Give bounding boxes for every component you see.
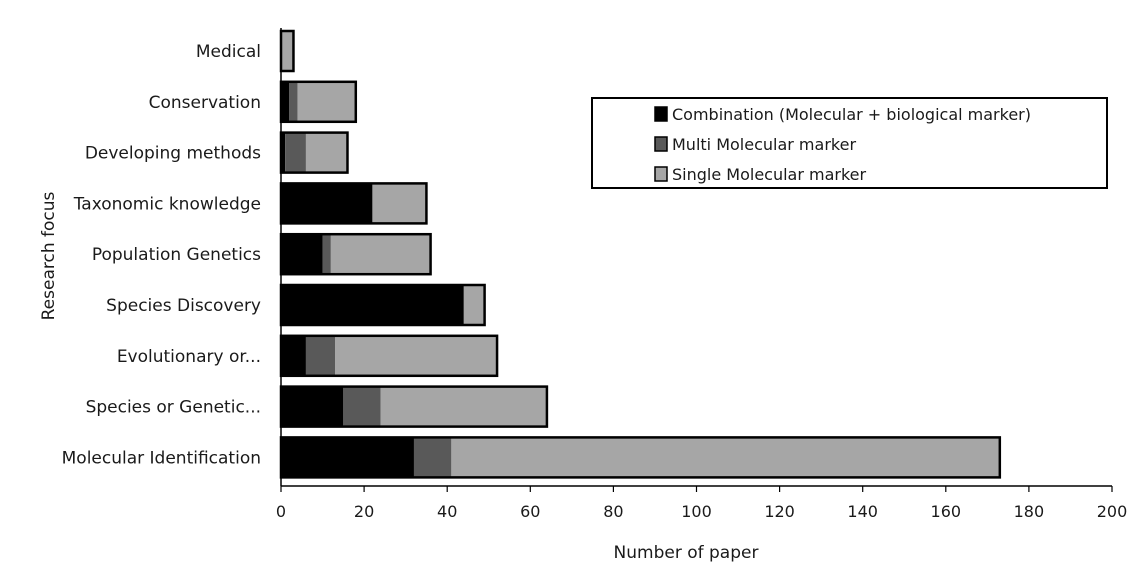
bar-row <box>279 283 486 327</box>
x-axis: 0 20 40 60 80 100 120 140 160 180 200 <box>276 485 1128 521</box>
category-labels: Medical Conservation Developing methods Tax… <box>62 42 262 468</box>
x-tick-label: 40 <box>437 502 457 521</box>
bar-row <box>279 334 499 378</box>
category-label: Species or Genetic... <box>86 398 261 418</box>
bar-segment <box>281 183 373 224</box>
bar-row <box>279 436 1002 479</box>
legend-swatch <box>654 136 668 152</box>
x-tick-label: 80 <box>603 502 623 521</box>
bar-segment <box>330 234 431 275</box>
category-label: Conservation <box>149 93 261 113</box>
bar-row <box>279 131 349 174</box>
bar-segment <box>343 386 381 427</box>
bar-segment <box>413 437 452 478</box>
bar-segment <box>372 183 427 224</box>
x-axis-title: Number of paper <box>614 543 759 563</box>
x-tick-label: 140 <box>847 502 878 521</box>
x-tick-label: 160 <box>931 502 962 521</box>
bar-row <box>279 182 428 225</box>
category-label: Molecular Identification <box>62 448 261 468</box>
category-label: Population Genetics <box>92 245 261 265</box>
legend-swatch <box>654 166 668 182</box>
bar-segment <box>281 386 344 427</box>
bars-group <box>279 29 1002 479</box>
category-label: Evolutionary or... <box>117 347 261 367</box>
bar-row <box>279 29 295 73</box>
bar-segment <box>305 132 348 173</box>
bar-segment <box>281 285 464 325</box>
bar-segment <box>281 31 294 71</box>
legend: Combination (Molecular + biological mark… <box>591 97 1108 189</box>
y-axis-title: Research focus <box>39 191 59 320</box>
x-tick-label: 200 <box>1097 502 1128 521</box>
bar-segment <box>281 81 290 122</box>
bar-segment <box>463 285 485 325</box>
bar-segment <box>281 335 306 376</box>
x-tick-label: 0 <box>276 502 286 521</box>
legend-swatch <box>654 106 668 122</box>
category-label: Developing methods <box>85 144 261 164</box>
category-label: Taxonomic knowledge <box>73 194 261 214</box>
x-tick-label: 120 <box>764 502 795 521</box>
category-label: Medical <box>196 42 261 62</box>
x-tick-label: 100 <box>681 502 712 521</box>
x-tick-label: 20 <box>354 502 374 521</box>
category-label: Species Discovery <box>106 296 261 316</box>
legend-label: Multi Molecular marker <box>672 135 856 154</box>
x-tick-label: 60 <box>520 502 540 521</box>
legend-label: Single Molecular marker <box>672 165 867 184</box>
bar-segment <box>281 132 286 173</box>
bar-segment <box>297 81 356 122</box>
bar-segment <box>281 437 414 478</box>
bar-segment <box>335 335 498 376</box>
bar-segment <box>285 132 306 173</box>
bar-segment <box>322 234 331 275</box>
bar-row <box>279 80 358 124</box>
bar-segment <box>281 234 323 275</box>
x-tick-label: 180 <box>1014 502 1045 521</box>
legend-label: Combination (Molecular + biological mark… <box>672 105 1031 124</box>
bar-segment <box>451 437 1000 478</box>
bar-segment <box>305 335 336 376</box>
bar-row <box>279 385 549 428</box>
bar-segment <box>289 81 298 122</box>
bar-segment <box>380 386 547 427</box>
legend-box <box>591 97 1108 189</box>
bar-row <box>279 232 432 276</box>
